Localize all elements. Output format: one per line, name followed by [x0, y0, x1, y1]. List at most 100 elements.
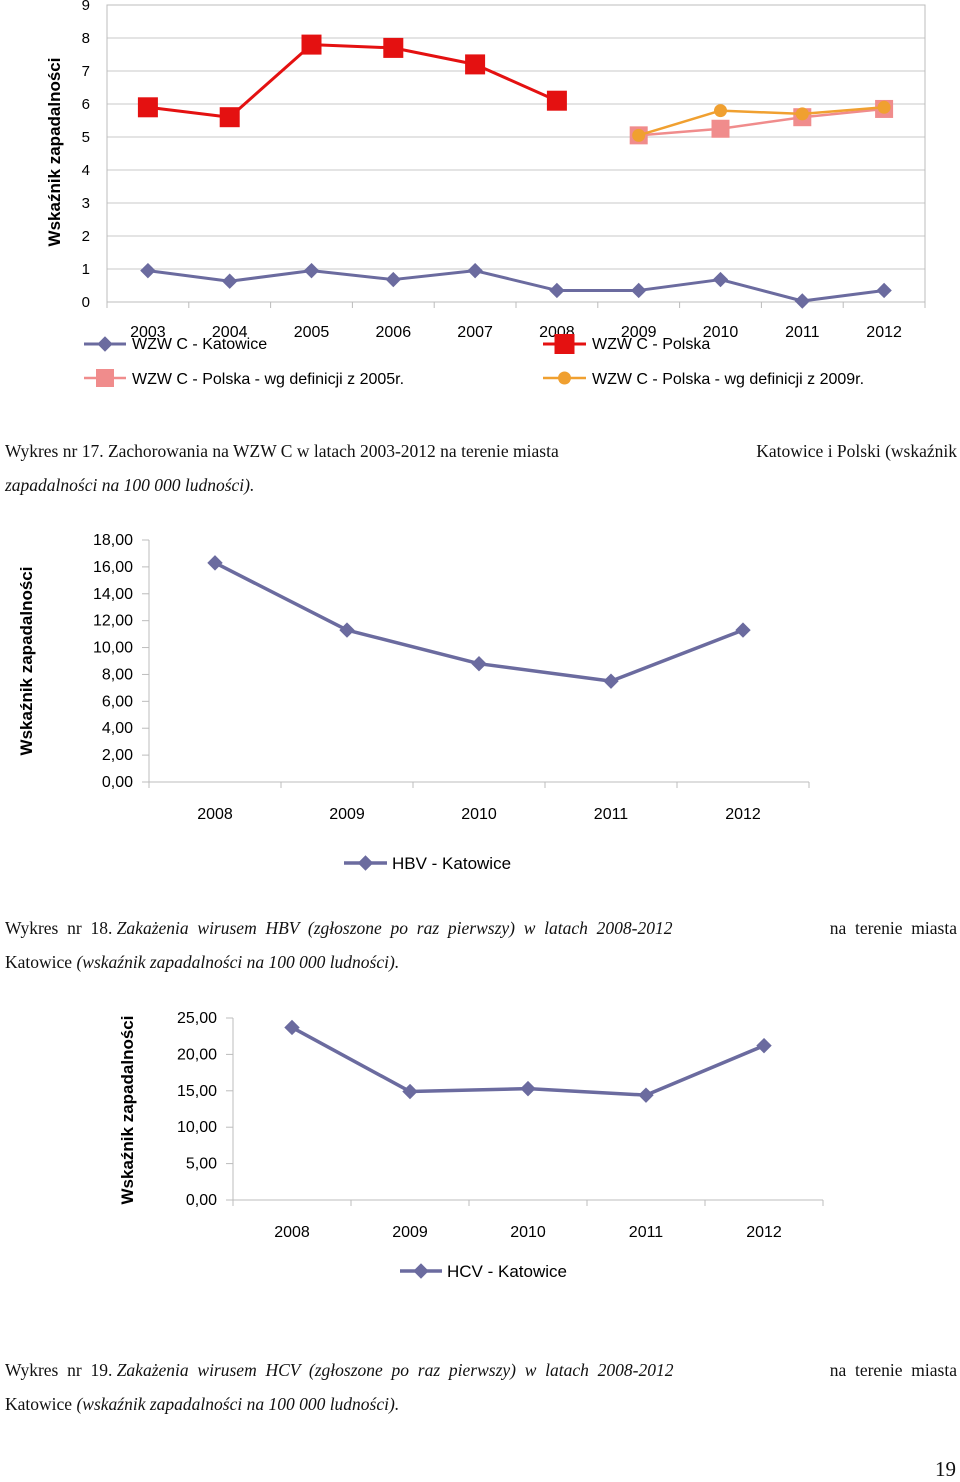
- x-tick-label: 2012: [746, 1224, 782, 1241]
- x-tick-label: 2007: [457, 324, 493, 341]
- x-tick-label: 2009: [329, 806, 365, 823]
- x-tick-label: 2009: [392, 1224, 428, 1241]
- y-tick-label: 5: [82, 129, 90, 146]
- y-axis-title: Wskaźnik zapadalności: [17, 567, 36, 756]
- y-tick-label: 0,00: [186, 1192, 217, 1209]
- y-tick-label: 4,00: [102, 720, 133, 737]
- data-point: [735, 622, 751, 638]
- series-line: [147, 269, 885, 303]
- legend-label: WZW C - Polska - wg definicji z 2009r.: [592, 371, 864, 388]
- caption-19-line1-end: na terenie miasta: [829, 1360, 957, 1380]
- data-point: [301, 34, 322, 55]
- y-tick-label: 0: [82, 294, 90, 311]
- caption-18-italic: Zakażenia wirusem HBV (zgłoszone po raz …: [116, 918, 673, 938]
- series-line: [147, 43, 558, 119]
- x-tick-label: 2011: [785, 324, 820, 341]
- y-tick-label: 14,00: [93, 586, 133, 603]
- caption-17-line2: zapadalności na 100 000 ludności).: [5, 475, 255, 495]
- x-tick-label: 2012: [725, 806, 761, 823]
- caption-19-line2-italic: (wskaźnik zapadalności na 100 000 ludnoś…: [76, 1394, 400, 1414]
- data-point: [303, 262, 320, 279]
- caption-19-lead: Wykres nr 19.: [5, 1360, 113, 1380]
- y-tick-label: 12,00: [93, 613, 133, 630]
- data-point: [471, 655, 487, 672]
- y-tick-label: 1: [82, 261, 90, 278]
- x-tick-label: 2008: [274, 1224, 310, 1241]
- legend-label: HCV - Katowice: [447, 1262, 567, 1281]
- y-tick-label: 10,00: [177, 1119, 217, 1136]
- data-point: [546, 90, 567, 111]
- y-tick-label: 3: [82, 195, 90, 212]
- data-point: [520, 1080, 536, 1097]
- legend-label: WZW C - Katowice: [132, 336, 267, 353]
- y-tick-label: 20,00: [177, 1046, 217, 1063]
- y-tick-label: 5,00: [186, 1156, 217, 1173]
- caption-chart-17: Wykres nr 17. Zachorowania na WZW C w la…: [5, 434, 957, 502]
- data-point: [137, 97, 158, 118]
- legend-marker: [413, 1263, 429, 1279]
- y-axis-title: Wskaźnik zapadalności: [45, 58, 64, 247]
- legend-label: HBV - Katowice: [392, 854, 511, 873]
- series-line: [638, 106, 885, 137]
- y-tick-label: 16,00: [93, 559, 133, 576]
- x-tick-label: 2006: [376, 324, 412, 341]
- legend-label: WZW C - Polska - wg definicji z 2005r.: [132, 371, 404, 388]
- data-point: [876, 282, 892, 299]
- data-point: [756, 1037, 772, 1054]
- y-tick-label: 6,00: [102, 693, 133, 710]
- data-point: [140, 262, 156, 279]
- plot-area-border: [106, 4, 926, 303]
- y-tick-label: 7: [82, 63, 90, 80]
- x-tick-label: 2008: [197, 806, 233, 823]
- page-number: 19: [935, 1457, 956, 1481]
- data-point: [339, 622, 355, 638]
- data-point: [465, 54, 486, 75]
- y-tick-label: 2,00: [102, 747, 133, 764]
- data-point: [714, 104, 727, 118]
- data-point: [877, 100, 891, 114]
- y-tick-label: 8,00: [102, 666, 133, 683]
- x-tick-label: 2003: [130, 324, 166, 341]
- data-point: [402, 1083, 418, 1100]
- data-point: [795, 107, 809, 121]
- data-point: [712, 271, 729, 288]
- x-tick-label: 2011: [629, 1224, 664, 1241]
- caption-chart-18: Wykres nr 18. Zakażenia wirusem HBV (zgł…: [5, 911, 957, 979]
- legend-marker: [97, 336, 113, 352]
- y-tick-label: 9: [82, 0, 90, 14]
- x-tick-label: 2010: [703, 324, 739, 341]
- data-point: [711, 119, 730, 138]
- data-point: [219, 107, 240, 128]
- legend-marker: [357, 855, 374, 871]
- y-tick-label: 2: [82, 228, 90, 245]
- y-tick-label: 8: [82, 30, 90, 47]
- chart-hbv: 0,00 2,00 4,00 6,00 8,00 10,00 12,00 14,00 16,00…: [17, 532, 810, 873]
- series-line: [638, 107, 885, 137]
- caption-chart-19: Wykres nr 19. Zakażenia wirusem HCV (zgł…: [5, 1353, 957, 1421]
- data-point: [630, 282, 647, 299]
- x-tick-label: 2010: [510, 1224, 546, 1241]
- data-point: [385, 271, 402, 288]
- caption-18-line2-plain: Katowice: [5, 952, 73, 972]
- data-point: [207, 555, 223, 571]
- legend-label: WZW C - Polska: [592, 336, 710, 353]
- data-point: [284, 1019, 300, 1036]
- data-point: [221, 273, 238, 289]
- y-tick-label: 15,00: [177, 1083, 217, 1100]
- y-axis-title: Wskaźnik zapadalności: [118, 1016, 137, 1205]
- y-tick-label: 10,00: [93, 640, 133, 657]
- y-tick-label: 0,00: [102, 774, 133, 791]
- caption-18-line1-end: na terenie miasta: [829, 918, 957, 938]
- data-point: [467, 262, 483, 279]
- x-tick-label: 2009: [621, 324, 657, 341]
- data-point: [603, 673, 619, 689]
- legend-marker: [96, 369, 114, 387]
- caption-19-italic: Zakażenia wirusem HCV (zgłoszone po raz …: [116, 1360, 674, 1380]
- y-tick-label: 6: [82, 96, 90, 113]
- data-point: [632, 128, 646, 142]
- caption-17-line1-start: Wykres nr 17. Zachorowania na WZW C w la…: [5, 441, 559, 461]
- caption-19-line2-plain: Katowice: [5, 1394, 73, 1414]
- data-point: [383, 37, 404, 58]
- x-tick-label: 2004: [212, 324, 248, 341]
